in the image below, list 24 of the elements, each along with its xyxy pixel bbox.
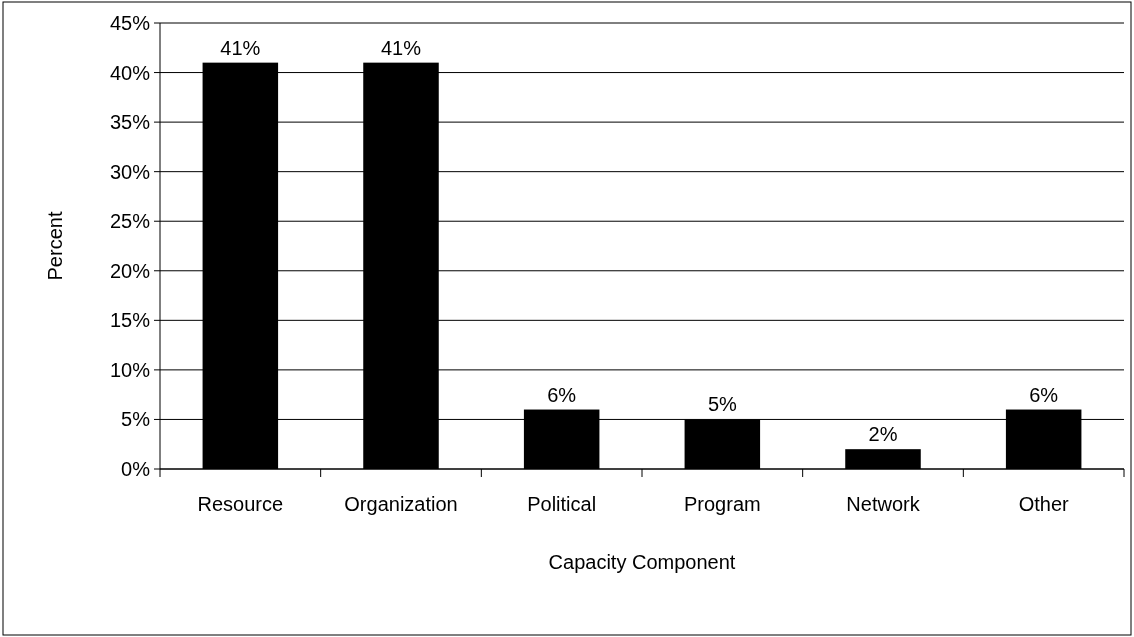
- y-tick-label: 0%: [121, 458, 151, 480]
- data-label: 41%: [380, 36, 422, 59]
- y-axis-title: Percent: [44, 211, 66, 281]
- y-tick-label: 40%: [109, 61, 151, 84]
- y-tick-label: 5%: [121, 408, 151, 431]
- data-label: 6%: [547, 383, 577, 406]
- y-tick-label: 30%: [109, 160, 151, 183]
- y-tick-label: 25%: [109, 210, 151, 233]
- x-tick-label: Network: [846, 493, 921, 515]
- x-tick-label: Political: [527, 493, 597, 515]
- data-label: 2%: [868, 423, 898, 446]
- x-tick-label: Other: [1018, 493, 1070, 515]
- x-axis-title: Capacity Component: [548, 551, 736, 573]
- y-tick-label: 35%: [109, 111, 151, 134]
- x-tick-label: Program: [683, 493, 761, 515]
- data-label: 6%: [1029, 383, 1059, 406]
- data-label: 5%: [707, 393, 737, 416]
- x-tick-label: Organization: [344, 493, 458, 515]
- y-tick-label: 15%: [109, 309, 151, 332]
- y-tick-label: 45%: [109, 12, 151, 34]
- y-tick-label: 20%: [109, 259, 151, 282]
- data-label: 41%: [220, 36, 261, 59]
- x-tick-label: Resource: [197, 493, 284, 515]
- y-tick-label: 10%: [109, 358, 151, 381]
